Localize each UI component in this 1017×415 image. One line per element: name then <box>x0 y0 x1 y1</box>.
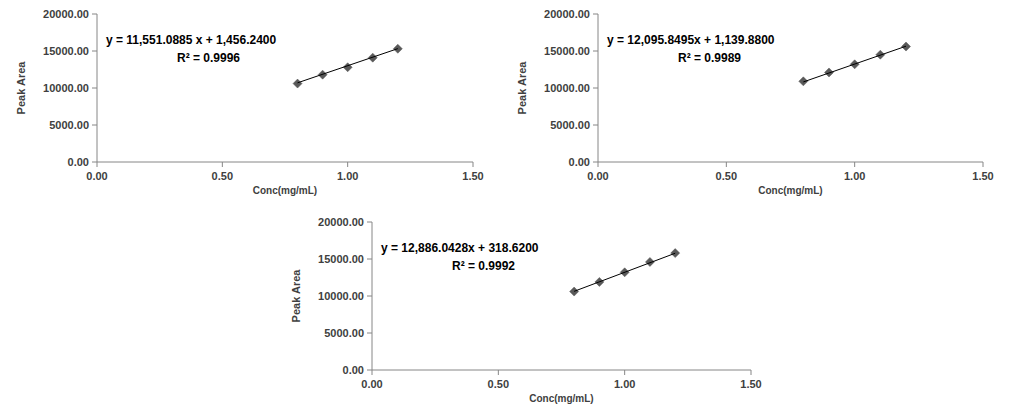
y-tick-label: 0.00 <box>343 364 364 376</box>
y-tick-label: 0.00 <box>569 156 590 168</box>
x-axis-title: Conc(mg/mL) <box>529 393 593 404</box>
figure: 0.00 5000.00 10000.00 15000.00 20000.00 0.00 0… <box>0 0 1017 415</box>
x-tick-label: 1.50 <box>462 170 483 182</box>
x-axis <box>372 370 751 371</box>
plot-area <box>293 44 402 88</box>
annotation: y = 12,886.0428x + 318.6200 <box>381 241 539 255</box>
y-axis-title: Peak Area <box>15 61 27 115</box>
x-tick-label: 1.00 <box>844 170 865 182</box>
annotation: y = 12,095.8495x + 1,139.8800 <box>607 33 775 47</box>
y-tick-label: 10000.00 <box>544 82 590 94</box>
x-tick <box>854 162 855 167</box>
y-tick <box>367 259 372 260</box>
y-tick-label: 5000.00 <box>49 119 89 131</box>
x-tick-label: 1.00 <box>337 170 358 182</box>
x-tick <box>222 162 223 167</box>
y-tick <box>367 333 372 334</box>
y-axis-title: Peak Area <box>516 61 528 115</box>
x-tick <box>473 162 474 167</box>
x-tick <box>498 370 499 375</box>
y-tick-label: 5000.00 <box>550 119 590 131</box>
y-tick <box>367 222 372 223</box>
x-tick <box>372 370 373 375</box>
data-point <box>293 79 302 88</box>
x-axis <box>97 162 473 163</box>
x-tick-label: 0.50 <box>716 170 737 182</box>
annotation: R² = 0.9996 <box>177 51 240 65</box>
x-tick <box>983 162 984 167</box>
y-tick-label: 20000.00 <box>318 216 364 228</box>
x-tick-label: 1.50 <box>972 170 993 182</box>
trendline <box>574 253 675 291</box>
x-tick <box>97 162 98 167</box>
y-tick-label: 20000.00 <box>43 8 89 20</box>
chart: 0.00 5000.00 10000.00 15000.00 20000.00 0.00 0… <box>516 8 994 196</box>
y-tick <box>593 125 598 126</box>
plot-area <box>570 249 680 296</box>
x-tick <box>347 162 348 167</box>
x-tick <box>726 162 727 167</box>
y-tick-label: 10000.00 <box>43 82 89 94</box>
x-tick-label: 0.00 <box>86 170 107 182</box>
y-tick <box>367 296 372 297</box>
data-point <box>570 287 579 296</box>
y-tick <box>593 88 598 89</box>
trendline <box>803 46 906 82</box>
x-tick <box>751 370 752 375</box>
x-axis-title: Conc(mg/mL) <box>253 185 317 196</box>
x-tick-label: 1.50 <box>740 378 761 390</box>
x-tick-label: 0.50 <box>488 378 509 390</box>
y-tick <box>92 88 97 89</box>
x-tick-label: 0.00 <box>361 378 382 390</box>
y-tick <box>92 14 97 15</box>
trendline <box>298 49 398 83</box>
chart: 0.00 5000.00 10000.00 15000.00 20000.00 0.00 0… <box>15 8 484 196</box>
data-point <box>671 249 680 258</box>
y-tick <box>92 125 97 126</box>
data-point <box>825 68 834 77</box>
y-tick-label: 5000.00 <box>324 327 364 339</box>
x-axis <box>598 162 983 163</box>
y-tick-label: 15000.00 <box>43 45 89 57</box>
y-axis-title: Peak Area <box>290 269 302 323</box>
y-tick <box>92 162 97 163</box>
x-tick <box>624 370 625 375</box>
y-tick-label: 15000.00 <box>544 45 590 57</box>
annotation: y = 11,551.0885 x + 1,456.2400 <box>106 33 276 47</box>
y-tick-label: 10000.00 <box>318 290 364 302</box>
x-tick <box>598 162 599 167</box>
x-tick-label: 1.00 <box>614 378 635 390</box>
y-tick-label: 15000.00 <box>318 253 364 265</box>
y-tick <box>593 162 598 163</box>
y-tick <box>593 14 598 15</box>
y-tick-label: 0.00 <box>68 156 89 168</box>
x-tick-label: 0.50 <box>212 170 233 182</box>
y-tick <box>367 370 372 371</box>
plot-area <box>799 42 911 86</box>
annotation: R² = 0.9989 <box>678 51 741 65</box>
background <box>0 0 1017 415</box>
chart: 0.00 5000.00 10000.00 15000.00 20000.00 0.00 0… <box>290 216 762 404</box>
annotation: R² = 0.9992 <box>452 259 515 273</box>
y-tick-label: 20000.00 <box>544 8 590 20</box>
x-axis-title: Conc(mg/mL) <box>758 185 822 196</box>
y-tick <box>593 51 598 52</box>
y-tick <box>92 51 97 52</box>
x-tick-label: 0.00 <box>587 170 608 182</box>
